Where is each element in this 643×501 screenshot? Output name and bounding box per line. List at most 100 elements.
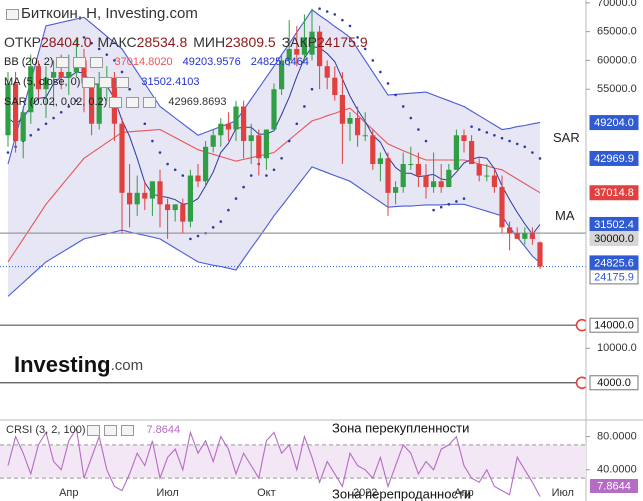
candle-body — [210, 135, 216, 147]
y-tick-label: 60000.0 — [597, 54, 637, 66]
candle-body — [20, 112, 26, 142]
icon — [143, 96, 157, 108]
sar-dot — [515, 142, 519, 146]
sar-dot — [242, 185, 245, 189]
sar-dot — [120, 70, 124, 74]
candle-body — [119, 123, 125, 193]
sar-dot — [477, 128, 481, 131]
price-marker — [589, 150, 639, 166]
candle-body — [431, 181, 437, 188]
x-tick-label: Апр — [454, 487, 473, 499]
crsi-marker-label: 7.8644 — [597, 480, 631, 492]
candle-body — [187, 175, 193, 222]
sar-dot — [318, 7, 321, 10]
candle-body — [507, 227, 513, 234]
price-marker-label: 49204.0 — [594, 117, 634, 129]
candle-body — [537, 242, 543, 267]
bb-band — [8, 9, 540, 297]
sar-dot — [371, 59, 375, 62]
candle-body — [301, 37, 307, 55]
candle-body — [218, 123, 224, 136]
candle-body — [400, 164, 406, 188]
sar-dot — [538, 157, 542, 160]
crsi-y-tick-label: 40.0000 — [597, 464, 637, 476]
icon — [55, 56, 69, 68]
sar-dot — [75, 99, 78, 103]
sar-dot — [272, 168, 276, 172]
sar-dot — [97, 47, 101, 51]
sar-dot — [29, 133, 33, 137]
bb-readout: 49203.9576 — [182, 56, 241, 68]
sar-dot — [105, 53, 109, 56]
sar-dot — [113, 59, 116, 62]
crsi-readout: 7.8644 — [146, 424, 181, 436]
price-marker-label: 30000.0 — [594, 233, 634, 245]
candle-body — [446, 169, 452, 188]
x-tick-label: Июл — [156, 487, 178, 499]
sar-readout: 42969.8693 — [168, 96, 227, 108]
title-row: Биткоин, H, Investing.com — [4, 3, 374, 24]
sar-dot — [6, 151, 10, 154]
y-tick-label: 10000.0 — [597, 342, 637, 354]
icon — [6, 8, 19, 20]
price-marker-label: 14000.0 — [594, 320, 634, 332]
stat-label: МИН — [193, 34, 226, 50]
icon — [126, 96, 140, 108]
price-marker — [589, 230, 639, 246]
sar-dot — [181, 174, 185, 177]
candle-body — [324, 66, 330, 78]
sar-dot — [189, 237, 192, 241]
sar-dot — [158, 151, 162, 154]
icon — [116, 76, 130, 88]
candle-body — [469, 141, 475, 165]
sar-dot — [394, 93, 397, 97]
sar-dot — [531, 151, 534, 154]
candle-body — [423, 175, 429, 188]
crsi-header: CRSI (3, 2, 100) 7.8644 — [6, 424, 180, 436]
logo-suffix: .com — [111, 357, 144, 374]
sar-dot — [424, 139, 428, 143]
candle-body — [35, 66, 41, 90]
candle-body — [499, 187, 505, 228]
sar-dot — [151, 139, 154, 143]
bb-middle-line — [7, 107, 541, 263]
candle-body — [377, 158, 383, 165]
sar-dot — [439, 205, 443, 209]
candle-body — [453, 135, 459, 170]
x-tick-label: Апр — [59, 487, 78, 499]
sar-dot — [508, 139, 511, 143]
crsi-y-tick-label: 80.0000 — [597, 431, 637, 443]
candle-body — [461, 135, 467, 142]
sar-dot — [249, 174, 253, 177]
bb-readout: 24825.6464 — [250, 56, 309, 68]
candle-body — [127, 192, 133, 205]
stat-label: ОТКР — [4, 34, 41, 50]
sar-dot — [470, 125, 473, 128]
axis-bg — [586, 0, 643, 501]
ma-name: MA (5, close, 0) — [4, 76, 81, 88]
candle-body — [233, 106, 239, 130]
candle-body — [225, 123, 231, 130]
candle-body — [476, 164, 482, 176]
sar-dot — [67, 105, 71, 108]
sar-dot — [363, 47, 367, 51]
candle-body — [347, 117, 353, 124]
sar-dot — [493, 133, 496, 137]
sar-dot — [280, 156, 283, 160]
candle-body — [66, 71, 72, 78]
sar-dot — [227, 208, 230, 212]
icon — [72, 56, 86, 68]
crsi-zone-label: Зона перепроданности — [332, 487, 471, 501]
price-marker — [589, 375, 639, 391]
sar-dot — [234, 197, 238, 200]
candle-body — [484, 175, 490, 177]
x-tick-label: Окт — [257, 487, 276, 499]
stat-value: 23809.5 — [225, 34, 276, 50]
candle-body — [355, 117, 361, 136]
crsi-line — [7, 426, 541, 497]
candle-body — [263, 129, 269, 159]
crsi-marker — [590, 479, 638, 493]
sar-dot — [211, 226, 215, 229]
